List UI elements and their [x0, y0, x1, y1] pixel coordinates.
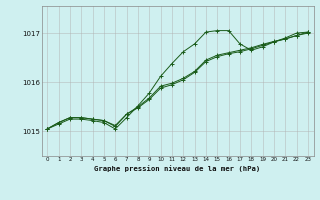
- X-axis label: Graphe pression niveau de la mer (hPa): Graphe pression niveau de la mer (hPa): [94, 165, 261, 172]
